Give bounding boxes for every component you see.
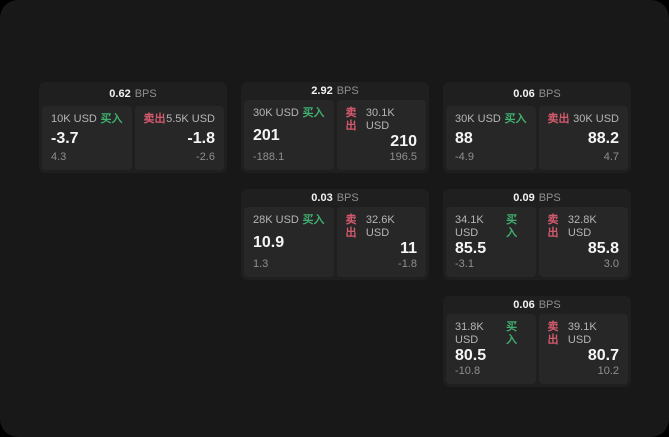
buy-size: 10K USD (51, 113, 97, 125)
sell-size: 30.1K USD (365, 107, 395, 132)
buy-price: 80.5 (455, 347, 487, 364)
sell-sub-value: -2.6 (196, 151, 215, 163)
spread-header: 0.09 BPS (446, 189, 628, 207)
sell-sub-value: 3.0 (603, 258, 619, 270)
buy-size: 34.1K USD (455, 214, 484, 239)
sell-price: 210 (390, 133, 417, 150)
sell-size: 32.8K USD (567, 214, 597, 239)
buy-quote-panel[interactable]: 10K USD 买入 -3.7 4.3 (42, 106, 132, 170)
spread-header: 0.62 BPS (42, 82, 224, 106)
sell-size: 30K USD (573, 113, 619, 125)
spread-header: 0.03 BPS (244, 189, 426, 207)
buy-tag: 买入 (302, 107, 325, 119)
sell-quote-panel[interactable]: 卖出 32.6K USD 11 -1.8 (336, 207, 426, 277)
buy-size: 28K USD (253, 214, 299, 226)
quote-card: 0.06 BPS 30K USD 买入 88 -4.9 卖出 30K USD (443, 82, 631, 173)
spread-unit: BPS (538, 192, 561, 204)
buy-quote-panel[interactable]: 28K USD 买入 10.9 1.3 (244, 207, 334, 277)
buy-sub-value: -188.1 (253, 151, 285, 163)
spread-value: 0.62 (109, 88, 131, 100)
spread-header: 0.06 BPS (446, 82, 628, 106)
sell-price: 88.2 (587, 129, 619, 147)
spread-unit: BPS (336, 85, 359, 97)
spread-header: 2.92 BPS (244, 82, 426, 100)
buy-sub-value: -10.8 (455, 365, 481, 377)
sell-sub-value: 10.2 (597, 365, 619, 377)
buy-size: 30K USD (253, 107, 299, 119)
quote-panels: 30K USD 买入 88 -4.9 卖出 30K USD 88.2 4.7 (446, 106, 628, 170)
sell-price: 11 (400, 240, 417, 257)
spread-unit: BPS (134, 88, 157, 100)
quote-panels: 10K USD 买入 -3.7 4.3 卖出 5.5K USD -1.8 -2.… (42, 106, 224, 170)
sell-quote-panel[interactable]: 卖出 39.1K USD 80.7 10.2 (538, 314, 628, 384)
buy-quote-panel[interactable]: 30K USD 买入 201 -188.1 (244, 100, 334, 170)
buy-quote-panel[interactable]: 31.8K USD 买入 80.5 -10.8 (446, 314, 536, 384)
sell-sub-value: 196.5 (389, 151, 417, 163)
quote-card-grid: 0.62 BPS 10K USD 买入 -3.7 4.3 卖出 5.5K USD (39, 82, 631, 387)
buy-price: 201 (253, 126, 280, 144)
quote-card: 0.62 BPS 10K USD 买入 -3.7 4.3 卖出 5.5K USD (39, 82, 227, 173)
spread-value: 0.03 (311, 192, 333, 204)
sell-size: 32.6K USD (365, 214, 395, 239)
sell-quote-panel[interactable]: 卖出 32.8K USD 85.8 3.0 (538, 207, 628, 277)
buy-tag: 买入 (100, 113, 123, 125)
sell-price: 85.8 (587, 240, 619, 257)
buy-tag: 买入 (506, 214, 518, 239)
sell-sub-value: 4.7 (603, 151, 619, 163)
quote-panels: 30K USD 买入 201 -188.1 卖出 30.1K USD 210 1… (244, 100, 426, 170)
buy-price: 85.5 (455, 240, 487, 257)
quote-card: 0.09 BPS 34.1K USD 买入 85.5 -3.1 卖出 32.8K… (443, 189, 631, 280)
buy-sub-value: 1.3 (253, 258, 269, 270)
sell-tag: 卖出 (345, 214, 357, 239)
spread-value: 0.06 (513, 299, 535, 311)
sell-price: -1.8 (187, 129, 215, 147)
quote-panels: 31.8K USD 买入 80.5 -10.8 卖出 39.1K USD 80.… (446, 314, 628, 384)
quote-card: 2.92 BPS 30K USD 买入 201 -188.1 卖出 30.1K … (241, 82, 429, 173)
quote-panels: 34.1K USD 买入 85.5 -3.1 卖出 32.8K USD 85.8… (446, 207, 628, 277)
buy-price: 10.9 (253, 233, 285, 251)
sell-price: 80.7 (587, 347, 619, 364)
spread-value: 0.06 (513, 88, 535, 100)
sell-tag: 卖出 (547, 214, 559, 239)
spread-unit: BPS (336, 192, 359, 204)
sell-quote-panel[interactable]: 卖出 30K USD 88.2 4.7 (538, 106, 628, 170)
buy-price: 88 (455, 129, 473, 147)
sell-quote-panel[interactable]: 卖出 30.1K USD 210 196.5 (336, 100, 426, 170)
buy-tag: 买入 (504, 113, 527, 125)
buy-price: -3.7 (51, 129, 79, 147)
buy-tag: 买入 (506, 321, 518, 346)
sell-tag: 卖出 (345, 107, 357, 132)
sell-sub-value: -1.8 (398, 258, 417, 270)
spread-value: 2.92 (311, 85, 333, 97)
buy-size: 31.8K USD (455, 321, 484, 346)
sell-size: 39.1K USD (567, 321, 597, 346)
quote-panels: 28K USD 买入 10.9 1.3 卖出 32.6K USD 11 -1.8 (244, 207, 426, 277)
sell-quote-panel[interactable]: 卖出 5.5K USD -1.8 -2.6 (134, 106, 224, 170)
spread-unit: BPS (538, 88, 561, 100)
spread-value: 0.09 (513, 192, 535, 204)
quote-card: 0.03 BPS 28K USD 买入 10.9 1.3 卖出 32.6K US… (241, 189, 429, 280)
sell-tag: 卖出 (547, 321, 559, 346)
buy-sub-value: -3.1 (455, 258, 474, 270)
buy-quote-panel[interactable]: 30K USD 买入 88 -4.9 (446, 106, 536, 170)
buy-sub-value: 4.3 (51, 151, 67, 163)
buy-quote-panel[interactable]: 34.1K USD 买入 85.5 -3.1 (446, 207, 536, 277)
sell-tag: 卖出 (547, 113, 570, 125)
buy-sub-value: -4.9 (455, 151, 474, 163)
sell-tag: 卖出 (143, 113, 166, 125)
buy-tag: 买入 (302, 214, 325, 226)
quote-card: 0.06 BPS 31.8K USD 买入 80.5 -10.8 卖出 39.1… (443, 296, 631, 387)
buy-size: 30K USD (455, 113, 501, 125)
spread-header: 0.06 BPS (446, 296, 628, 314)
sell-size: 5.5K USD (166, 113, 215, 125)
spread-unit: BPS (538, 299, 561, 311)
